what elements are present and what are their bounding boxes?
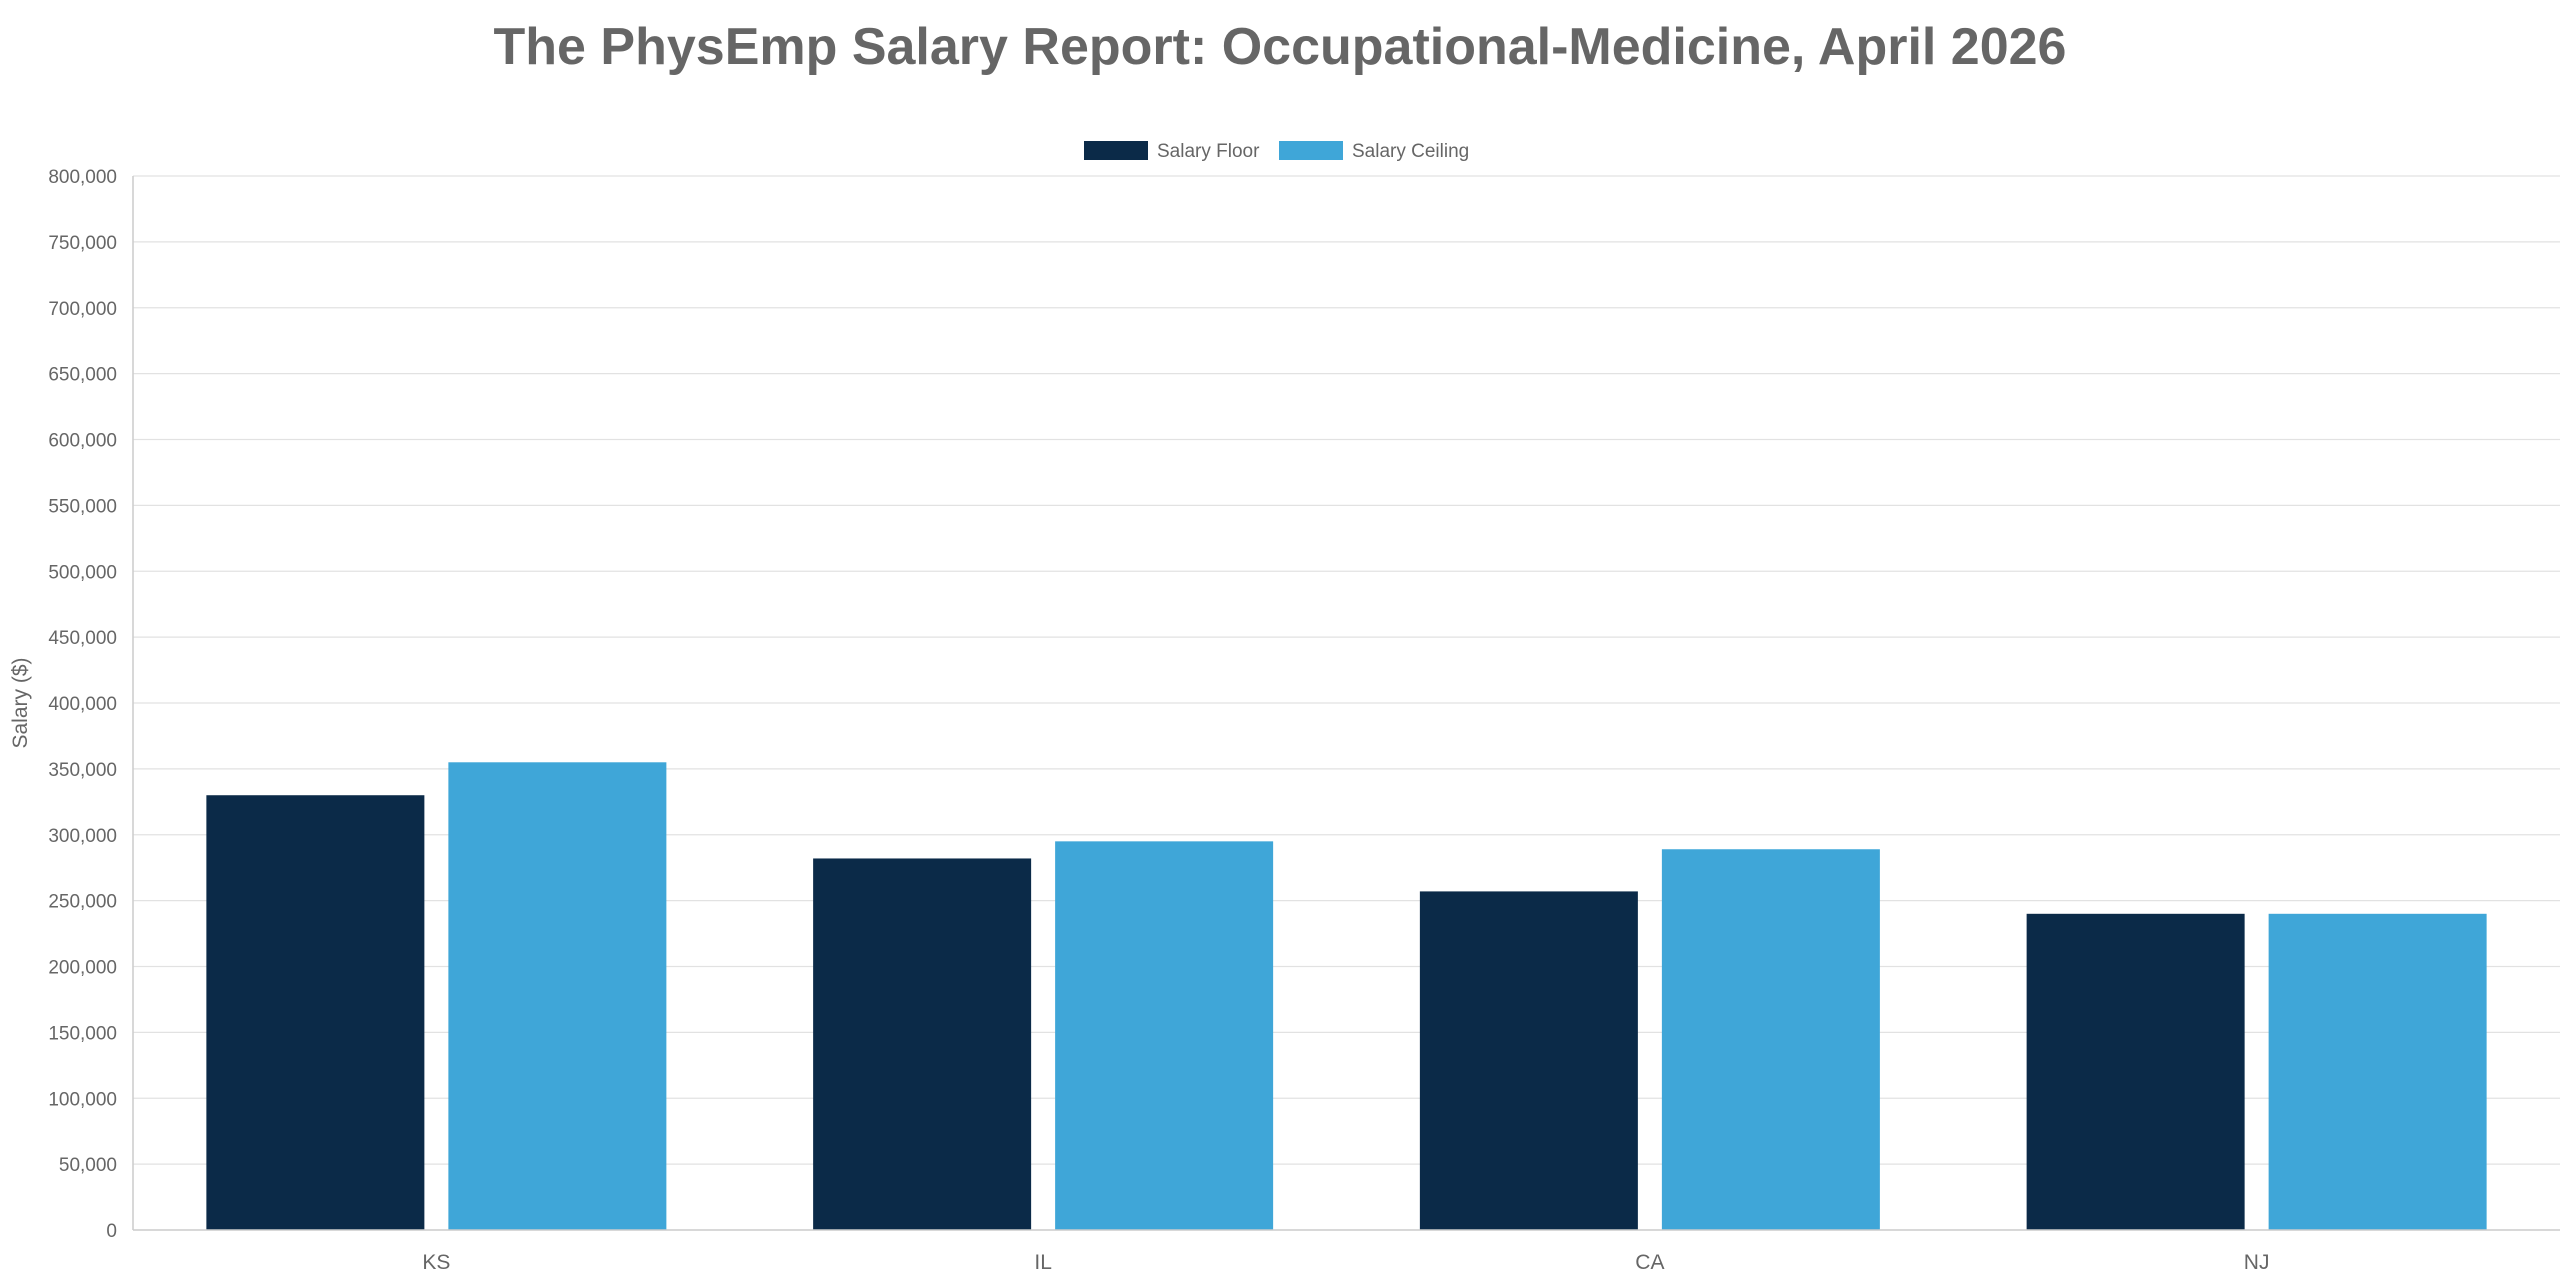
y-tick-label: 100,000 (48, 1089, 117, 1110)
bar-salary-floor-nj[interactable] (2026, 913, 2245, 1230)
y-tick-label: 750,000 (48, 233, 117, 254)
y-tick-label: 700,000 (48, 299, 117, 320)
legend-swatch-salary-ceiling (1279, 141, 1343, 160)
y-tick-label: 250,000 (48, 892, 117, 913)
bar-salary-floor-ca[interactable] (1419, 891, 1638, 1230)
y-tick-label: 200,000 (48, 958, 117, 979)
bar-salary-ceiling-il[interactable] (1055, 841, 1274, 1230)
y-tick-label: 150,000 (48, 1023, 117, 1044)
y-tick-label: 350,000 (48, 760, 117, 781)
y-tick-label: 400,000 (48, 694, 117, 715)
axes (132, 176, 2560, 1231)
bar-salary-floor-il[interactable] (813, 858, 1032, 1230)
y-axis-label: Salary ($) (9, 657, 32, 748)
y-tick-label: 450,000 (48, 628, 117, 649)
legend-label-salary-floor[interactable]: Salary Floor (1157, 141, 1260, 162)
legend-label-salary-ceiling[interactable]: Salary Ceiling (1352, 141, 1469, 162)
y-tick-label: 300,000 (48, 826, 117, 847)
y-tick-label: 0 (106, 1221, 117, 1242)
chart-title: The PhysEmp Salary Report: Occupational-… (494, 18, 2067, 76)
bars (206, 762, 2487, 1230)
bar-salary-ceiling-ks[interactable] (448, 762, 667, 1230)
y-tick-label: 500,000 (48, 562, 117, 583)
x-tick-label-il: IL (1034, 1251, 1052, 1274)
y-tick-label: 550,000 (48, 496, 117, 517)
y-tick-label: 650,000 (48, 365, 117, 386)
y-tick-label: 600,000 (48, 431, 117, 452)
bar-salary-floor-ks[interactable] (206, 795, 425, 1230)
y-tick-label: 50,000 (59, 1155, 117, 1176)
x-axis-ticks: KS IL CA NJ (422, 1251, 2269, 1274)
x-tick-label-ca: CA (1635, 1251, 1664, 1274)
x-tick-label-nj: NJ (2244, 1251, 2270, 1274)
y-tick-label: 800,000 (48, 167, 117, 188)
legend: Salary Floor Salary Ceiling (1084, 141, 1469, 162)
legend-swatch-salary-floor (1084, 141, 1148, 160)
bar-salary-ceiling-nj[interactable] (2268, 913, 2487, 1230)
x-tick-label-ks: KS (422, 1251, 450, 1274)
bar-salary-ceiling-ca[interactable] (1661, 849, 1880, 1230)
y-axis-ticks: 0 50,000 100,000 150,000 200,000 250,000 300,0… (48, 167, 117, 1242)
